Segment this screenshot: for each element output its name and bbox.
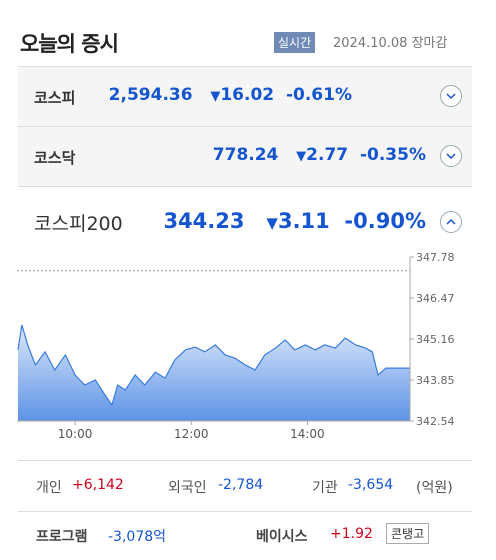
value: +6,142 [72, 477, 124, 493]
value: -3,654 [348, 477, 394, 493]
index-value: 2,594.36 ▼16.02 -0.61% [109, 85, 352, 105]
change: 3.11 [277, 209, 330, 233]
x-tick-label: 12:00 [174, 427, 209, 441]
x-tick-label: 10:00 [58, 427, 93, 441]
rate: -0.90% [344, 209, 426, 233]
date-status: 2024.10.08 장마감 [333, 32, 447, 51]
label: 베이시스 [256, 529, 308, 545]
index-value: 344.23 ▼3.11 -0.90% [163, 209, 426, 233]
tag: 콘탱고 [386, 523, 430, 544]
expand-button[interactable] [440, 85, 462, 107]
chart: 342.54 343.85 345.16 346.47 347.78 10:00 12:00… [17, 251, 455, 441]
index-name: 코스닥 [34, 149, 76, 167]
value: -3,078억 [108, 529, 167, 545]
unit: (억원) [416, 480, 453, 496]
value: 778.24 [212, 145, 279, 165]
status: 장마감 [411, 36, 448, 51]
y-tick-label: 342.54 [416, 415, 455, 428]
x-tick-label: 14:00 [290, 427, 325, 441]
y-tick-label: 343.85 [416, 374, 455, 387]
investor-row: 개인 +6,142 외국인 -2,784 기관 -3,654 (억원) [18, 460, 472, 512]
change: 16.02 [220, 85, 275, 105]
index-name: 코스피 [34, 89, 76, 107]
rate: -0.35% [359, 145, 426, 165]
down-arrow: ▼ [210, 89, 221, 104]
index-row-open[interactable]: 코스피200 344.23 ▼3.11 -0.90% [18, 186, 472, 251]
change: 2.77 [306, 145, 349, 165]
value: -2,784 [218, 477, 264, 493]
label: 외국인 [168, 480, 207, 496]
down-arrow: ▼ [296, 149, 307, 164]
line [17, 324, 410, 407]
index-value: 778.24 ▼2.77 -0.35% [213, 145, 426, 165]
badge: 실시간 [274, 32, 316, 53]
collapse-button[interactable] [440, 211, 462, 233]
program-row: 프로그램 -3,078억 베이시스 +1.92 콘탱고 [18, 522, 472, 552]
label: 개인 [36, 480, 62, 496]
area [17, 324, 410, 421]
index-row[interactable]: 코스닥 778.24 ▼2.77 -0.35% [18, 126, 472, 186]
down-arrow: ▼ [266, 214, 278, 232]
label: 프로그램 [36, 529, 88, 545]
rate: -0.61% [285, 85, 352, 105]
y-tick-label: 345.16 [416, 333, 455, 346]
value: +1.92 [330, 526, 373, 542]
y-tick-label: 347.78 [416, 251, 455, 264]
date: 2024.10.08 [333, 36, 408, 51]
y-tick-label: 346.47 [416, 292, 455, 305]
value: 344.23 [163, 209, 245, 233]
title: 오늘의 증시 [20, 32, 119, 56]
expand-button[interactable] [440, 145, 462, 167]
label: 기관 [312, 480, 338, 496]
value: 2,594.36 [108, 85, 193, 105]
index-name: 코스피200 [34, 213, 123, 235]
index-row[interactable]: 코스피 2,594.36 ▼16.02 -0.61% [18, 66, 472, 126]
